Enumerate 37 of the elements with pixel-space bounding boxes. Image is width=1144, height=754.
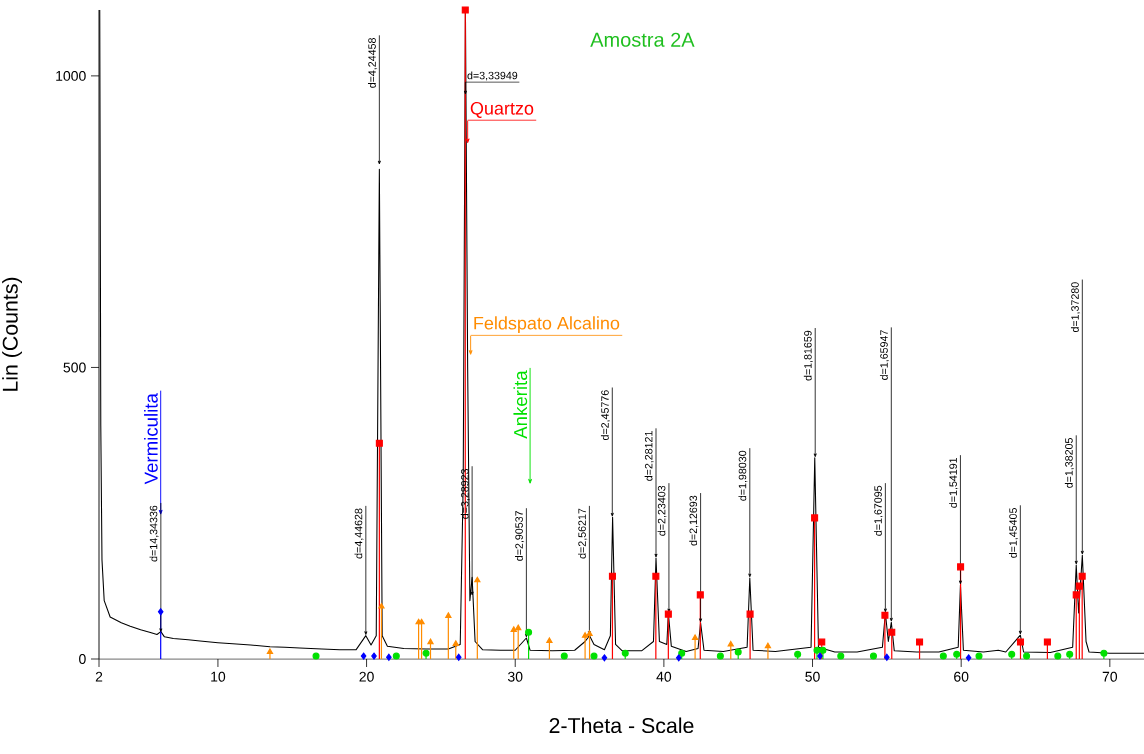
annotation: d=4,44628 [354, 508, 364, 559]
x-tick-label: 30 [507, 671, 523, 682]
y-tick-label: 0 [79, 654, 86, 664]
x-tick-label: 2 [95, 671, 103, 682]
x-tick-label: 20 [359, 671, 374, 682]
annotation: d=2,12693 [689, 495, 699, 546]
annotation: d=1,81659 [803, 330, 813, 381]
x-tick-label: 40 [656, 671, 672, 682]
x-tick-label: 50 [805, 671, 820, 682]
annotation: d=3,33949 [467, 71, 518, 81]
text: Vermiculita [144, 393, 158, 485]
annotation: d=2,28121 [644, 431, 654, 481]
x-tick-label: 10 [211, 671, 226, 682]
y-axis-title: Lin (Counts) [2, 277, 22, 391]
text: Quartzo [470, 101, 534, 118]
annotation: d=1,38205 [1064, 438, 1074, 488]
annotation: d=14,34336 [149, 505, 159, 562]
x-tick-label: 60 [954, 671, 969, 682]
annotation: d=1,98030 [738, 450, 748, 501]
annotation: d=1,37280 [1070, 282, 1081, 333]
y-tick-label: 1000 [56, 70, 86, 81]
annotation: d=1,65947 [879, 330, 890, 380]
annotation: d=1,45405 [1008, 508, 1019, 558]
text: Feldspato Alcalino [474, 316, 620, 334]
annotation: d=1,67095 [874, 485, 884, 536]
annotation: d=3,28923 [460, 468, 470, 519]
annotation: d=2,56217 [578, 508, 588, 559]
x-tick-label: 70 [1102, 671, 1118, 682]
text: Amostra 2A [590, 32, 695, 47]
x-axis-title: 2-Theta - Scale [549, 717, 694, 734]
annotation: d=2,90537 [515, 511, 525, 561]
annotation: d=4,24458 [367, 38, 378, 88]
annotation: d=1,54191 [949, 457, 959, 508]
y-tick-label: 500 [63, 362, 86, 373]
annotation: d=2,45776 [600, 390, 611, 441]
annotation: d=2,23403 [657, 485, 667, 536]
text: Ankerita [513, 370, 528, 439]
